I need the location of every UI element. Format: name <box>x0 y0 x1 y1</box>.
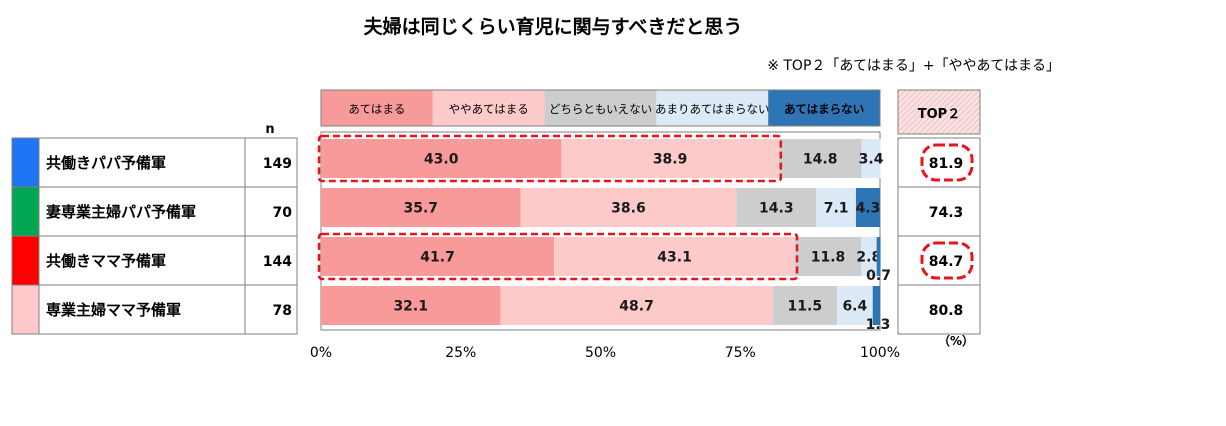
bar-segment-r2-s4 <box>816 188 856 227</box>
legend-label-4: あまりあてはまらない <box>655 102 770 116</box>
category-table: 共働きパパ予備軍 149 妻専業主婦パパ予備軍 70 共働きママ予備軍 144 専業主婦ママ… <box>11 137 298 335</box>
category-color-4 <box>11 284 40 335</box>
data-label-r3-s5: 0.7 <box>866 268 891 284</box>
bar-segment-r4-s1 <box>321 286 501 325</box>
n-value-3: 144 <box>263 254 292 270</box>
data-label-r2-s3: 14.3 <box>759 201 794 217</box>
data-label-r3-s1: 41.7 <box>420 250 455 266</box>
x-tick-label-5: 100% <box>860 345 900 361</box>
data-label-r2-s1: 35.7 <box>404 201 439 217</box>
n-cell-3 <box>244 235 298 286</box>
x-tick-label-2: 25% <box>445 345 476 361</box>
percent-unit-label: （%） <box>938 333 974 348</box>
legend: あてはまる ややあてはまる どちらともいえない あまりあてはまらない あてはまらない <box>320 89 881 127</box>
data-label-r2-s5: 4.3 <box>856 201 881 217</box>
bar-segment-r4-s5 <box>872 286 880 325</box>
bar-segment-r2-s5 <box>855 188 880 227</box>
category-label-4: 専業主婦ママ予備軍 <box>46 301 181 319</box>
top2-highlight-1 <box>920 143 974 182</box>
legend-swatch-3 <box>544 90 657 126</box>
bar-segment-r1-s4 <box>861 139 881 178</box>
bar-segment-r2-s1 <box>321 188 521 227</box>
data-label-r3-s4: 2.8 <box>856 250 881 266</box>
bar-segment-r2-s2 <box>520 188 737 227</box>
category-label-1: 共働きパパ予備軍 <box>46 154 166 172</box>
top2-cell-2 <box>897 186 981 237</box>
data-label-r2-s4: 7.1 <box>824 201 849 217</box>
plot-frame <box>320 131 881 331</box>
legend-frame <box>320 89 881 127</box>
data-label-r4-s1: 32.1 <box>393 299 428 315</box>
bar-segment-r2-s3 <box>736 188 817 227</box>
bar-segment-r1-s1 <box>321 139 562 178</box>
legend-label-2: ややあてはまる <box>449 102 529 116</box>
legend-swatch-2 <box>432 90 545 126</box>
legend-swatch-4 <box>656 90 769 126</box>
category-label-2: 妻専業主婦パパ予備軍 <box>46 203 196 221</box>
bar-segment-r3-s4 <box>860 237 877 276</box>
n-value-2: 70 <box>273 205 293 221</box>
plot-area: 43.0 38.9 14.8 3.4 35.7 38.6 14.3 7.1 4.3 41.7 43.… <box>317 131 891 333</box>
bar-segment-r1-s2 <box>561 139 779 178</box>
category-cell-4 <box>38 284 246 335</box>
chart-note: ※ TOP２「あてはまる」+「ややあてはまる」 <box>767 58 1060 74</box>
data-label-r3-s3: 11.8 <box>811 250 846 266</box>
chart-title: 夫婦は同じくらい育児に関与すべきだと思う <box>364 15 743 38</box>
x-tick-label-4: 75% <box>725 345 756 361</box>
bar-segment-r3-s2 <box>554 237 796 276</box>
top2-header: TOP２ <box>897 89 981 135</box>
x-tick-label-1: 0% <box>310 345 332 361</box>
top2-highlight-3 <box>920 241 974 280</box>
x-axis: 0% 25% 50% 75% 100% <box>310 345 900 361</box>
n-value-1: 149 <box>263 156 292 172</box>
top2-value-4: 80.8 <box>929 303 964 319</box>
category-color-2 <box>11 186 40 237</box>
bar-segment-r1-s3 <box>778 139 862 178</box>
top2-cell-4 <box>897 284 981 335</box>
n-cell-4 <box>244 284 298 335</box>
category-cell-3 <box>38 235 246 286</box>
bar-segment-r4-s4 <box>836 286 873 325</box>
data-label-r4-s2: 48.7 <box>619 299 654 315</box>
legend-swatch-1 <box>321 90 433 126</box>
bar-segment-r3-s5 <box>876 237 881 276</box>
data-label-r4-s5: 1.3 <box>866 317 891 333</box>
data-label-r4-s3: 11.5 <box>788 299 823 315</box>
top2-highlight-bar-3 <box>317 232 799 281</box>
data-label-r3-s2: 43.1 <box>657 250 692 266</box>
top2-value-1: 81.9 <box>929 156 964 172</box>
top2-table: 81.9 74.3 84.7 80.8 <box>897 137 981 335</box>
data-label-r1-s4: 3.4 <box>859 152 884 168</box>
bar-segment-r3-s1 <box>321 237 555 276</box>
top2-value-2: 74.3 <box>929 205 964 221</box>
category-color-1 <box>11 137 40 188</box>
top2-highlight-bar-1 <box>317 134 783 183</box>
category-color-3 <box>11 235 40 286</box>
n-header: n <box>265 122 274 137</box>
n-value-4: 78 <box>273 303 292 319</box>
data-label-r4-s4: 6.4 <box>842 299 867 315</box>
legend-label-3: どちらともいえない <box>549 102 652 116</box>
data-label-r2-s2: 38.6 <box>611 201 646 217</box>
category-cell-1 <box>38 137 246 188</box>
top2-value-3: 84.7 <box>929 254 964 270</box>
data-label-r1-s1: 43.0 <box>424 152 459 168</box>
legend-label-1: あてはまる <box>348 102 405 116</box>
x-tick-label-3: 50% <box>585 345 616 361</box>
bar-segment-r4-s2 <box>500 286 773 325</box>
data-label-r1-s3: 14.8 <box>803 152 838 168</box>
data-label-r1-s2: 38.9 <box>653 152 688 168</box>
bar-segment-r4-s3 <box>772 286 837 325</box>
category-label-3: 共働きママ予備軍 <box>46 252 166 270</box>
legend-swatch-5 <box>768 90 880 126</box>
legend-label-5: あてはまらない <box>784 102 864 116</box>
bar-segment-r3-s3 <box>795 237 861 276</box>
n-cell-1 <box>244 137 298 188</box>
top2-header-label: TOP２ <box>918 107 960 122</box>
